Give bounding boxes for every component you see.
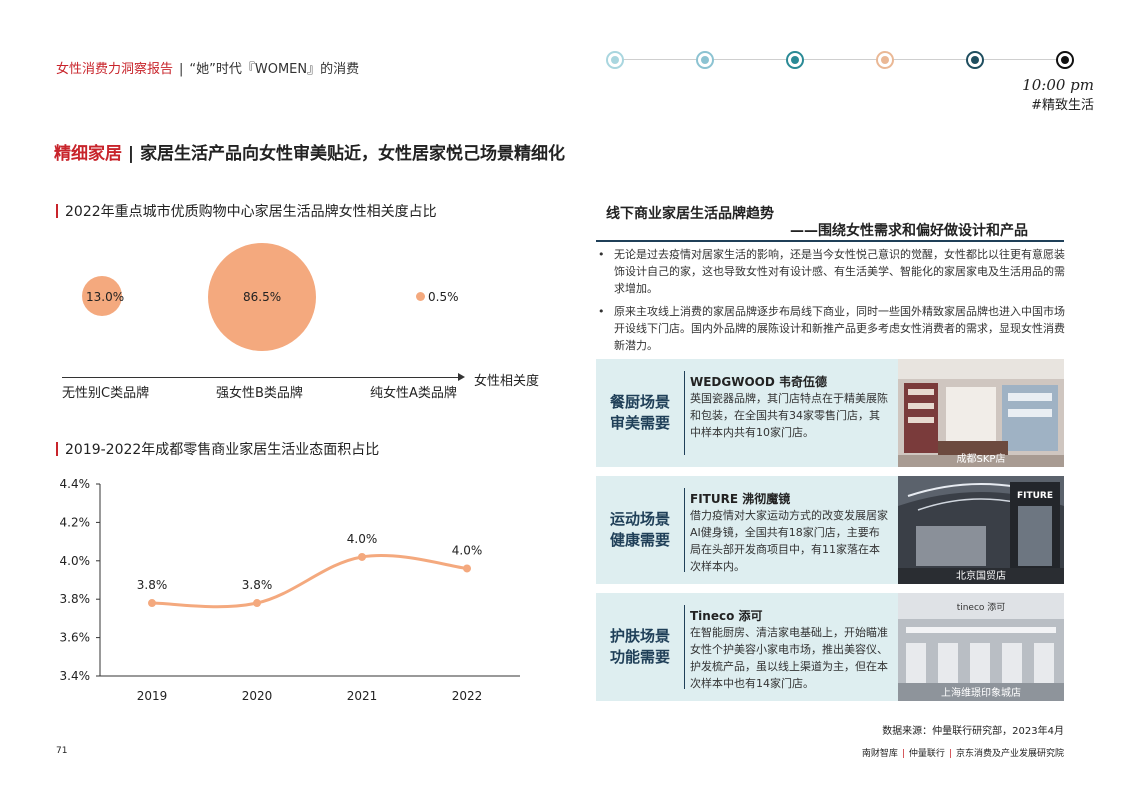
store-image-fiture: FITURE bbox=[898, 476, 1064, 584]
x-tick-label: 2021 bbox=[347, 689, 378, 703]
line-chart: 3.4% 3.6% 3.8% 4.0% 4.2% 4.4% 2019 2020 2021 2022… bbox=[60, 477, 520, 703]
data-label: 3.8% bbox=[137, 578, 168, 592]
page-number: 71 bbox=[56, 746, 68, 756]
y-tick-label: 4.4% bbox=[60, 477, 91, 491]
data-point bbox=[253, 599, 261, 608]
bubble-a-brand bbox=[416, 292, 425, 301]
scenario-card-sport: 运动场景 健康需要 FITURE 沸彻魔镜 借力疫情对大家运动方式的改变发展居家A… bbox=[596, 476, 1064, 584]
x-tick-label: 2022 bbox=[452, 689, 483, 703]
photo-caption: 上海维璟印象城店 bbox=[941, 688, 1021, 699]
brand-name: WEDGWOOD 韦奇伍德 bbox=[690, 375, 828, 389]
y-tick-label: 4.2% bbox=[60, 515, 91, 529]
store-sign: tineco 添可 bbox=[957, 602, 1006, 613]
data-point bbox=[358, 552, 366, 561]
scenario-label: 运动场景 健康需要 bbox=[609, 510, 670, 549]
bubble-axis-arrow bbox=[458, 373, 465, 381]
footer-orgs: 南财智库 | 仲量联行 | 京东消费及产业发展研究院 bbox=[862, 746, 1064, 759]
store-photo: FITURE 北京国贸店 bbox=[898, 476, 1064, 584]
timeline-dot-6 bbox=[1056, 51, 1074, 69]
y-tick-label: 3.8% bbox=[60, 592, 91, 606]
footer-separator: | bbox=[948, 749, 952, 759]
timeline-dot-2 bbox=[696, 51, 714, 69]
hashtag-label: #精致生活 bbox=[1031, 98, 1094, 113]
timeline-dot-3 bbox=[786, 51, 804, 69]
card-divider bbox=[684, 488, 685, 572]
store-photo: tineco 添可 上海维璟印象城店 bbox=[898, 593, 1064, 701]
page-title-separator: | bbox=[127, 144, 135, 164]
bubble-label-a: 0.5% bbox=[428, 290, 459, 304]
store-sign: FITURE bbox=[1017, 491, 1053, 501]
bubble-chart: 13.0% 86.5% 0.5% 无性别C类品牌 强女性B类品牌 纯女性A类品牌… bbox=[56, 236, 556, 406]
bubble-label-c: 13.0% bbox=[86, 290, 125, 304]
scenario-card-kitchen: 餐厨场景 审美需要 WEDGWOOD 韦奇伍德 英国瓷器品牌，其门店特点在于精美展… bbox=[596, 359, 1064, 467]
bubble-c-brand bbox=[82, 276, 122, 316]
line-chart-title-text: 2019-2022年成都零售商业家居生活业态面积占比 bbox=[65, 442, 380, 458]
series-line bbox=[151, 554, 468, 609]
timeline-dot-4 bbox=[876, 51, 894, 69]
brand-name: Tineco 添可 bbox=[690, 609, 763, 623]
timeline bbox=[606, 50, 1076, 70]
data-point bbox=[148, 599, 156, 608]
timeline-dot-5 bbox=[966, 51, 984, 69]
page-title-keyword: 精细家居 bbox=[54, 144, 122, 164]
brand-description: 英国瓷器品牌，其门店特点在于精美展陈和包装，在全国共有34家零售门店，其中样本内… bbox=[690, 392, 888, 439]
title-accent-bar bbox=[56, 204, 58, 218]
title-accent-bar bbox=[56, 442, 58, 456]
trend-title: 线下商业家居生活品牌趋势 bbox=[606, 206, 774, 222]
bubble-x-axis bbox=[62, 377, 458, 378]
store-image-wedgwood bbox=[898, 359, 1064, 467]
org-name: 南财智库 bbox=[861, 749, 898, 759]
photo-caption: 北京国贸店 bbox=[956, 571, 1006, 582]
x-tick-label: 2019 bbox=[137, 689, 168, 703]
bullet-item: 原来主攻线上消费的家居品牌逐步布局线下商业，同时一些国外精致家居品牌也进入中国市… bbox=[596, 303, 1066, 354]
trend-subtitle: ——围绕女性需求和偏好做设计和产品 bbox=[790, 223, 1028, 239]
data-source: 数据来源：仲量联行研究部，2023年4月 bbox=[882, 726, 1064, 737]
brand-name: FITURE 沸彻魔镜 bbox=[690, 492, 791, 506]
photo-caption: 成都SKP店 bbox=[956, 454, 1006, 465]
category-c-brand: 无性别C类品牌 bbox=[62, 386, 150, 401]
data-label: 4.0% bbox=[347, 532, 378, 546]
y-tick-label: 3.6% bbox=[60, 631, 91, 645]
scenario-label: 餐厨场景 审美需要 bbox=[609, 393, 670, 432]
bubble-axis-label: 女性相关度 bbox=[474, 374, 540, 389]
data-label: 4.0% bbox=[452, 543, 483, 557]
brand-description: 借力疫情对大家运动方式的改变发展居家AI健身镜，全国共有18家门店，主要布局在头… bbox=[690, 509, 888, 573]
data-label: 3.8% bbox=[242, 578, 273, 592]
card-divider bbox=[684, 605, 685, 689]
x-tick-label: 2020 bbox=[242, 689, 273, 703]
org-name: 京东消费及产业发展研究院 bbox=[955, 749, 1064, 759]
brand-description: 在智能厨房、清洁家电基础上，开始瞄准女性个护美容小家电市场，推出美容仪、护发梳产… bbox=[690, 626, 888, 690]
y-tick-label: 4.0% bbox=[60, 554, 91, 568]
trend-divider bbox=[596, 240, 1064, 242]
data-point bbox=[463, 564, 471, 573]
page-title: 精细家居 | 家居生活产品向女性审美贴近，女性居家悦己场景精细化 bbox=[54, 139, 565, 164]
page-title-text: 家居生活产品向女性审美贴近，女性居家悦己场景精细化 bbox=[140, 144, 566, 164]
bubble-chart-title: 2022年重点城市优质购物中心家居生活品牌女性相关度占比 bbox=[56, 201, 437, 221]
scenario-label: 护肤场景 功能需要 bbox=[609, 627, 670, 666]
time-label: 10:00 pm bbox=[1022, 76, 1094, 94]
y-tick-label: 3.4% bbox=[60, 669, 91, 683]
trend-bullets: 无论是过去疫情对居家生活的影响，还是当今女性悦己意识的觉醒，女性都比以往更有意愿… bbox=[596, 246, 1066, 360]
header-separator: | bbox=[179, 62, 184, 77]
line-chart-title: 2019-2022年成都零售商业家居生活业态面积占比 bbox=[56, 439, 379, 459]
store-photo: 成都SKP店 bbox=[898, 359, 1064, 467]
category-a-brand: 纯女性A类品牌 bbox=[370, 386, 457, 401]
category-b-brand: 强女性B类品牌 bbox=[216, 386, 303, 401]
report-header: 女性消费力洞察报告 | “她”时代『WOMEN』的消费 bbox=[56, 58, 359, 77]
bubble-label-b: 86.5% bbox=[243, 290, 282, 304]
report-subtitle: “她”时代『WOMEN』的消费 bbox=[189, 62, 360, 77]
timeline-dot-1 bbox=[606, 51, 624, 69]
bubble-b-brand bbox=[208, 243, 316, 351]
card-divider bbox=[684, 371, 685, 455]
footer-separator: | bbox=[901, 749, 905, 759]
org-name: 仲量联行 bbox=[908, 749, 945, 759]
bullet-item: 无论是过去疫情对居家生活的影响，还是当今女性悦己意识的觉醒，女性都比以往更有意愿… bbox=[596, 246, 1066, 297]
scenario-card-skincare: 护肤场景 功能需要 Tineco 添可 在智能厨房、清洁家电基础上，开始瞄准女性个… bbox=[596, 593, 1064, 701]
store-image-tineco: tineco 添可 bbox=[898, 593, 1064, 701]
report-title: 女性消费力洞察报告 bbox=[56, 62, 174, 77]
timeline-line bbox=[616, 59, 1066, 60]
bubble-chart-title-text: 2022年重点城市优质购物中心家居生活品牌女性相关度占比 bbox=[65, 204, 437, 220]
